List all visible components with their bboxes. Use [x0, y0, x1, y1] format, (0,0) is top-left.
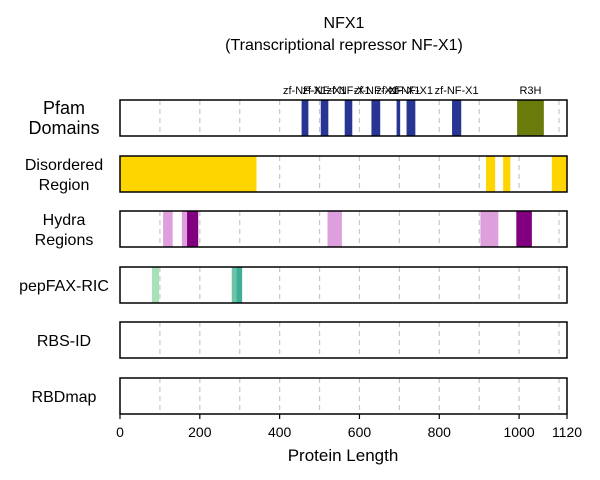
feature-bar: [151, 267, 160, 303]
row-label: RBDmap: [32, 389, 97, 406]
feature-label: zf-NF-X1: [389, 85, 433, 97]
feature-bar: [516, 211, 532, 247]
feature-label: zf-NF-X1: [376, 85, 420, 97]
feature-bar: [551, 156, 567, 192]
track-frame: [119, 266, 568, 304]
feature-label: zf-NF-X1: [283, 85, 327, 97]
track-row: RBDmap: [32, 377, 568, 415]
feature-bar: [406, 100, 416, 136]
x-tick-label: 1000: [504, 424, 535, 440]
feature-bar: [120, 156, 257, 192]
feature-label: zf-NF-X1: [303, 85, 347, 97]
feature-bar: [371, 100, 381, 136]
row-label: RBS-ID: [37, 333, 91, 350]
x-tick-label: 1120: [552, 424, 582, 440]
feature-bar: [163, 211, 173, 247]
x-axis-label: Protein Length: [288, 446, 399, 465]
track-row: Hydra Regions: [35, 210, 568, 249]
feature-bar: [517, 100, 544, 136]
x-tick-label: 0: [116, 424, 124, 440]
feature-bar: [320, 100, 329, 136]
feature-bar: [231, 267, 237, 303]
feature-bar: [452, 100, 462, 136]
track-rows: zf-NF-X1zf-NF-X1zf-NF-X1zf-NF-X1zf-NF-X1…: [19, 85, 568, 415]
x-axis: 0 200 400 600 800 1000 1120: [116, 414, 582, 440]
x-tick-label: 800: [428, 424, 452, 440]
row-label: Hydra Regions: [35, 212, 94, 249]
row-label: Disordered Region: [25, 157, 103, 194]
feature-label: zf-NF-X1: [354, 85, 398, 97]
track-row: pepFAX-RIC: [19, 266, 568, 304]
feature-bar: [503, 156, 511, 192]
track-frame: [119, 155, 568, 193]
feature-bar: [236, 267, 243, 303]
chart-subtitle: (Transcriptional repressor NF-X1): [225, 37, 463, 54]
x-tick-label: 200: [188, 424, 212, 440]
chart-title: NFX1: [324, 15, 365, 32]
feature-label: R3H: [519, 85, 541, 97]
track-row: zf-NF-X1zf-NF-X1zf-NF-X1zf-NF-X1zf-NF-X1…: [28, 85, 568, 138]
feature-bar: [480, 211, 499, 247]
feature-label: zf-NF-X1: [326, 85, 370, 97]
feature-bar: [485, 156, 496, 192]
x-tick-label: 600: [348, 424, 372, 440]
feature-bar: [181, 211, 188, 247]
track-frame: [119, 210, 568, 248]
track-row: RBS-ID: [37, 321, 568, 359]
feature-bar: [301, 100, 309, 136]
track-row: Disordered Region: [25, 155, 568, 194]
feature-bar: [187, 211, 199, 247]
feature-bar: [344, 100, 353, 136]
track-frame: [119, 321, 568, 359]
track-frame: [119, 377, 568, 415]
feature-bar: [396, 100, 401, 136]
feature-label: zf-NF-X1: [435, 85, 479, 97]
feature-bar: [327, 211, 342, 247]
track-frame: [119, 99, 568, 137]
row-label: Pfam Domains: [28, 98, 99, 138]
x-tick-label: 400: [268, 424, 292, 440]
row-label: pepFAX-RIC: [19, 278, 109, 295]
